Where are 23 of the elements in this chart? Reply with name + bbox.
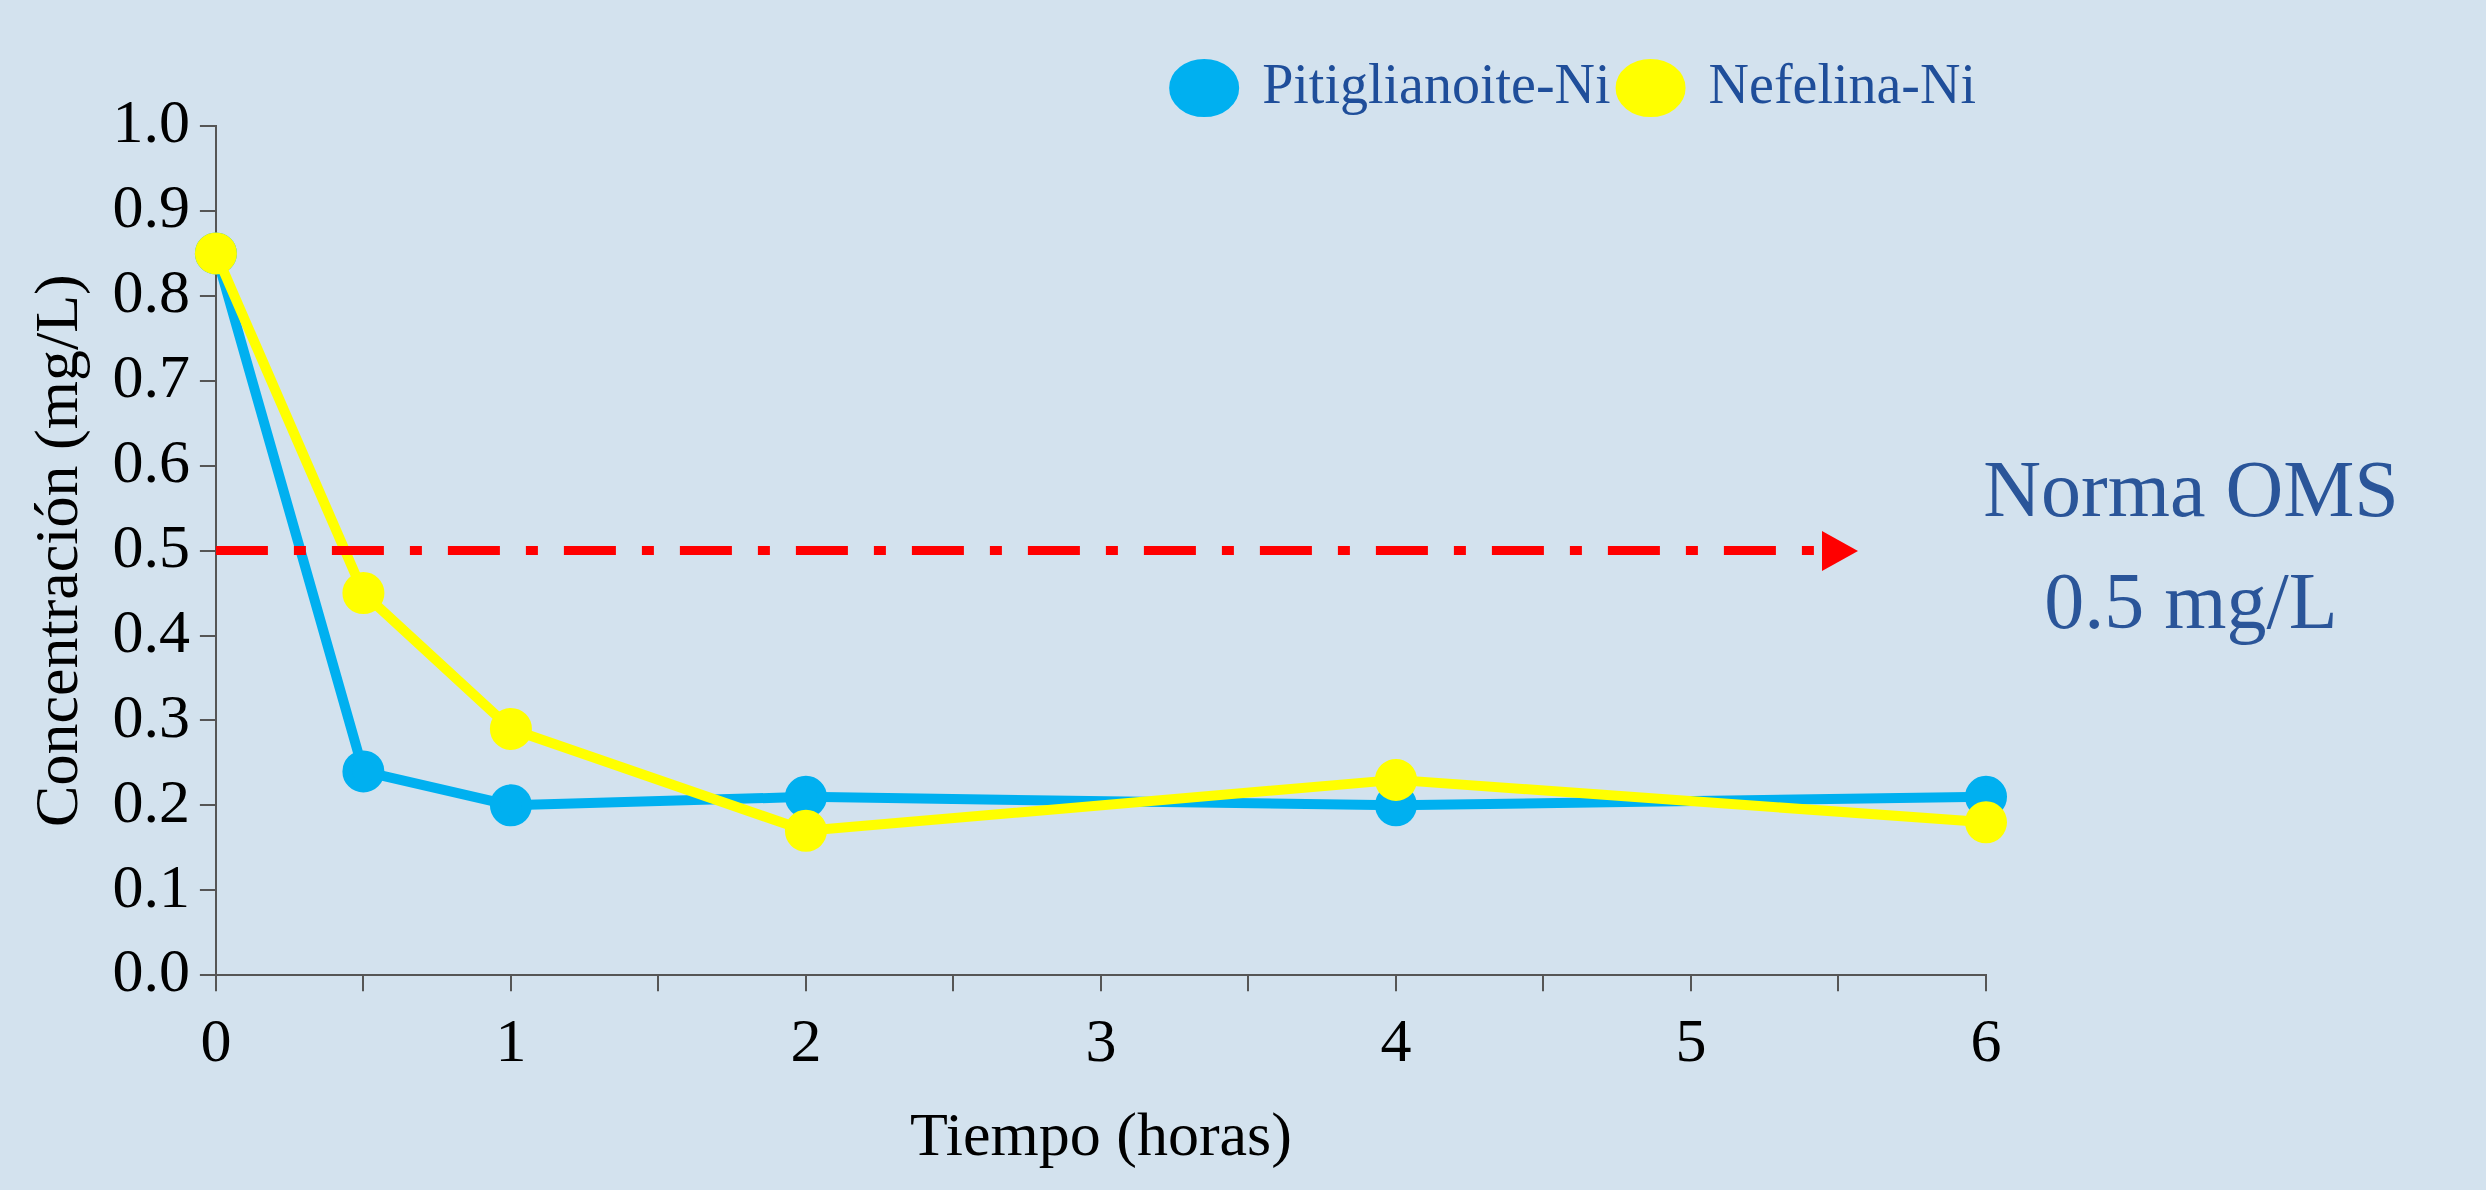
ref-line-label: Norma OMS 0.5 mg/L <box>1983 444 2399 645</box>
y-tick-label: 0.1 <box>112 851 190 920</box>
y-tick-label: 0.3 <box>112 681 190 750</box>
y-tick-label: 0.5 <box>112 511 190 580</box>
y-axis-title: Concentración (mg/L) <box>22 274 92 827</box>
y-tick-label: 0.9 <box>112 172 190 241</box>
legend-label: Pitiglianoite-Ni <box>1262 52 1611 115</box>
y-tick-label: 0.6 <box>112 426 190 495</box>
y-tick-label: 0.7 <box>112 342 190 411</box>
x-tick-label: 2 <box>790 1005 822 1074</box>
legend-label: Nefelina-Ni <box>1708 52 1976 115</box>
x-tick-label: 4 <box>1380 1005 1412 1074</box>
x-tick-label: 1 <box>495 1005 527 1074</box>
y-tick-label: 1.0 <box>112 87 190 156</box>
x-tick-label: 3 <box>1085 1005 1117 1074</box>
y-tick-label: 0.8 <box>112 257 190 326</box>
y-tick-label: 0.2 <box>112 766 190 835</box>
x-tick-label: 0 <box>200 1005 232 1074</box>
y-tick-label: 0.0 <box>112 936 190 1005</box>
x-axis-title: Tiempo (horas) <box>910 1100 1292 1170</box>
x-tick-label: 5 <box>1675 1005 1707 1074</box>
x-tick-label: 6 <box>1970 1005 2002 1074</box>
y-tick-label: 0.4 <box>112 596 190 665</box>
